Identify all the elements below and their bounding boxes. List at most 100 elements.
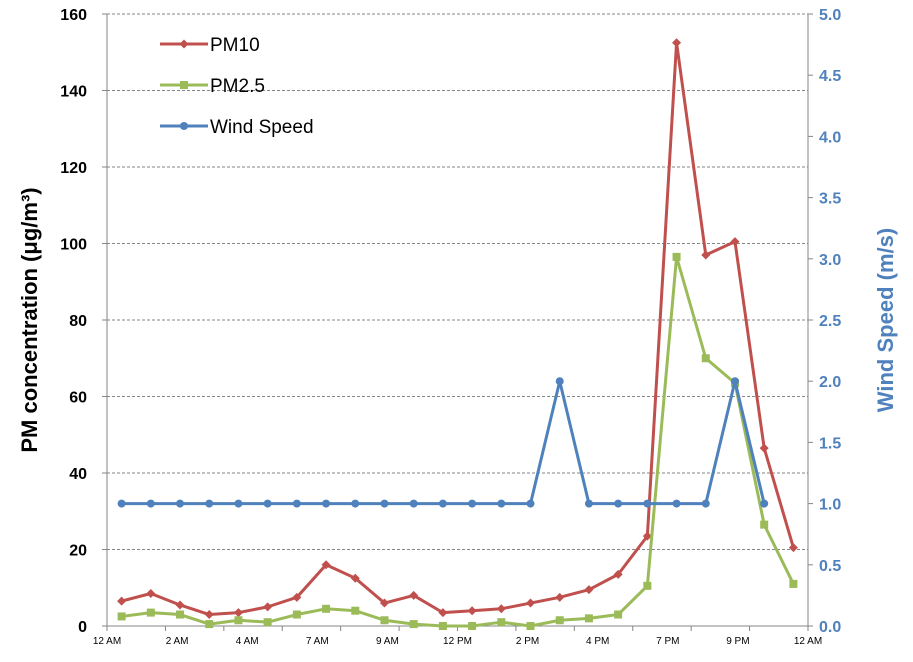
x-tick-label: 7 PM [656,636,679,647]
pm10-point [263,602,273,612]
pm2-5-point [643,581,652,590]
left-axis-title: PM concentration (μg/m³) [17,187,42,452]
pm10-line [121,41,795,617]
pm2-5-point [176,610,185,619]
legend: PM10 PM2.5 Wind Speed [160,35,314,138]
pm10-point [788,543,798,553]
pm10-point [379,598,389,608]
wind-speed-point [760,499,769,508]
pm2-5-point [526,622,535,630]
wind-speed-point [468,499,477,508]
wind-speed-point [322,499,331,508]
pm10-point [204,610,214,620]
left-tick-label: 140 [60,84,87,101]
axes [102,13,813,631]
pm2-5-point [146,608,155,617]
right-tick-label: 3.0 [819,252,841,269]
wind-speed-point [584,499,593,508]
pm10-point [584,585,594,595]
right-tick-label: 4.5 [819,68,841,85]
pm2-5-point [380,616,389,625]
right-tick-label: 2.0 [819,374,841,391]
wind-speed-point [643,499,652,508]
legend-pm10-label: PM10 [210,35,260,56]
left-tick-label: 80 [69,313,87,330]
pm2-5-point [584,614,593,623]
left-tick-label: 100 [60,237,87,254]
right-axis-title: Wind Speed (m/s) [873,228,898,412]
pm2-5-point [760,520,769,529]
right-tick-label: 2.5 [819,313,841,330]
x-tick-label: 12 AM [794,636,822,647]
legend-wind-speed-marker [180,122,188,130]
pm2-5-point [351,606,360,615]
wind-speed-point [234,499,243,508]
pm2-5-point [789,579,798,588]
pm10-point [467,606,477,616]
pm2-5-point [468,622,477,630]
left-tick-label: 120 [60,160,87,177]
pm10-point [701,250,711,260]
wind-speed-point [263,499,272,508]
legend-wind-speed-label: Wind Speed [210,117,314,138]
left-tick-label: 160 [60,7,87,24]
wind-speed-point [409,499,418,508]
pm2-5-point [701,354,710,363]
pm10-point [350,573,360,583]
x-tick-label: 2 PM [516,636,539,647]
wind-speed-point [526,499,535,508]
right-tick-label: 0.0 [819,619,841,636]
pm10-point [759,443,769,453]
pm2-5-point [205,620,214,629]
pm10-point [409,590,419,600]
pm10-point [613,569,623,579]
right-tick-label: 1.5 [819,435,841,452]
wind-speed-line [121,379,766,506]
right-tick-label: 1.0 [819,497,841,514]
wind-speed-point [730,377,739,386]
x-tick-label: 2 AM [166,636,189,647]
legend-pm2-5-label: PM2.5 [210,76,265,97]
wind-speed-point [176,499,185,508]
wind-speed-point [146,499,155,508]
legend-pm2-5-marker [180,81,188,89]
left-axis-ticks: 0 20 40 60 80 100 120 140 160 [60,7,87,636]
right-tick-label: 4.0 [819,129,841,146]
pm10-point [730,237,740,247]
pm2-5-point [234,616,243,625]
pm10-point [321,560,331,570]
left-tick-label: 60 [69,390,87,407]
pm2-5-point [263,618,272,627]
x-tick-label: 4 PM [586,636,609,647]
gridlines [107,13,808,550]
left-tick-label: 40 [69,466,87,483]
pm10-point [175,600,185,610]
pm10-point [146,588,156,598]
right-tick-label: 0.5 [819,558,841,575]
legend-pm10-marker [179,39,189,49]
pm2-5-point [672,252,681,261]
wind-speed-point [117,499,126,508]
pm10-point [233,608,243,618]
right-tick-label: 5.0 [819,7,841,24]
pm10-point [672,38,682,48]
wind-speed-point [497,499,506,508]
pm2-5-point [555,616,564,625]
wind-speed-point [205,499,214,508]
right-tick-label: 3.5 [819,191,841,208]
wind-speed-point [672,499,681,508]
pm2-5-line [121,255,795,628]
x-tick-label: 7 AM [306,636,329,647]
wind-speed-point [701,499,710,508]
left-tick-label: 20 [69,543,87,560]
wind-speed-point [614,499,623,508]
x-tick-label: 12 PM [443,636,472,647]
x-tick-label: 4 AM [236,636,259,647]
pm10-point [555,592,565,602]
right-axis-ticks: 0.0 0.5 1.0 1.5 2.0 2.5 3.0 3.5 4.0 4.5 5.0 [819,7,841,636]
pm10-point [117,596,127,606]
wind-speed-point [555,377,564,386]
pm2-5-point [614,610,623,619]
pm2-5-point [292,610,301,619]
